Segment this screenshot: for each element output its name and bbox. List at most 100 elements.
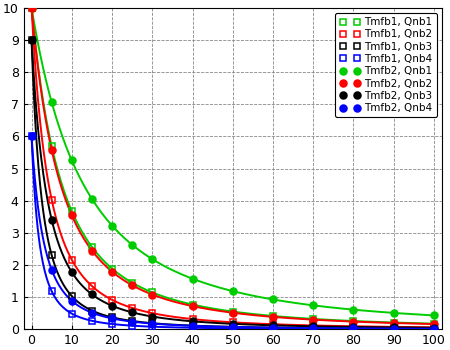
Tmfb1, Qnb4 [69, 312, 75, 316]
Tmfb2, Qnb3 [49, 218, 54, 222]
Tmfb1, Qnb1 [431, 322, 436, 326]
Tmfb1, Qnb1 [391, 320, 396, 324]
Tmfb1, Qnb2 [130, 306, 135, 310]
Tmfb2, Qnb2 [89, 248, 94, 253]
Tmfb1, Qnb3 [351, 326, 356, 330]
Tmfb1, Qnb1 [230, 309, 235, 314]
Tmfb2, Qnb4 [89, 310, 94, 315]
Tmfb2, Qnb1 [270, 298, 276, 302]
Tmfb2, Qnb1 [431, 313, 436, 317]
Tmfb2, Qnb3 [230, 322, 235, 326]
Tmfb2, Qnb4 [230, 325, 235, 329]
Tmfb1, Qnb2 [149, 311, 155, 315]
Tmfb1, Qnb4 [351, 327, 356, 331]
Tmfb1, Qnb4 [49, 289, 54, 293]
Tmfb2, Qnb4 [29, 134, 34, 139]
Tmfb1, Qnb3 [391, 327, 396, 331]
Tmfb2, Qnb3 [391, 326, 396, 330]
Legend: Tmfb1, Qnb1, Tmfb1, Qnb2, Tmfb1, Qnb3, Tmfb1, Qnb4, Tmfb2, Qnb1, Tmfb2, Qnb2, Tm: Tmfb1, Qnb1, Tmfb1, Qnb2, Tmfb1, Qnb3, T… [335, 13, 437, 117]
Tmfb2, Qnb4 [351, 326, 356, 330]
Tmfb2, Qnb4 [69, 299, 75, 303]
Line: Tmfb1, Qnb3: Tmfb1, Qnb3 [28, 36, 437, 332]
Tmfb2, Qnb2 [69, 213, 75, 217]
Tmfb2, Qnb3 [351, 325, 356, 329]
Tmfb1, Qnb1 [109, 266, 115, 271]
Line: Tmfb1, Qnb2: Tmfb1, Qnb2 [28, 4, 437, 331]
Tmfb2, Qnb1 [69, 159, 75, 163]
Tmfb1, Qnb2 [431, 325, 436, 329]
Tmfb2, Qnb2 [49, 148, 54, 152]
Tmfb2, Qnb2 [29, 6, 34, 10]
Tmfb2, Qnb4 [431, 327, 436, 331]
Tmfb1, Qnb2 [29, 6, 34, 10]
Tmfb1, Qnb2 [391, 325, 396, 329]
Tmfb1, Qnb2 [310, 323, 316, 328]
Tmfb2, Qnb2 [391, 321, 396, 325]
Tmfb1, Qnb3 [149, 321, 155, 325]
Tmfb2, Qnb2 [230, 311, 235, 315]
Tmfb1, Qnb4 [190, 326, 195, 330]
Tmfb2, Qnb3 [29, 38, 34, 42]
Tmfb1, Qnb2 [109, 298, 115, 302]
Tmfb1, Qnb2 [49, 198, 54, 202]
Tmfb1, Qnb4 [230, 326, 235, 330]
Tmfb1, Qnb1 [190, 302, 195, 307]
Tmfb2, Qnb3 [431, 326, 436, 330]
Tmfb1, Qnb1 [29, 6, 34, 10]
Tmfb1, Qnb1 [130, 281, 135, 285]
Tmfb1, Qnb2 [230, 320, 235, 324]
Tmfb1, Qnb2 [351, 324, 356, 328]
Tmfb1, Qnb4 [149, 324, 155, 329]
Tmfb2, Qnb4 [270, 326, 276, 330]
Line: Tmfb2, Qnb1: Tmfb2, Qnb1 [28, 4, 437, 319]
Tmfb1, Qnb1 [149, 290, 155, 294]
Line: Tmfb2, Qnb3: Tmfb2, Qnb3 [28, 36, 437, 331]
Tmfb2, Qnb1 [89, 197, 94, 201]
Tmfb2, Qnb3 [190, 319, 195, 323]
Tmfb2, Qnb2 [310, 317, 316, 322]
Tmfb2, Qnb1 [190, 276, 195, 281]
Tmfb2, Qnb4 [391, 327, 396, 331]
Tmfb2, Qnb2 [149, 293, 155, 297]
Tmfb2, Qnb1 [29, 6, 34, 10]
Tmfb2, Qnb1 [130, 243, 135, 247]
Tmfb2, Qnb4 [130, 320, 135, 324]
Tmfb1, Qnb4 [109, 322, 115, 326]
Tmfb1, Qnb4 [29, 134, 34, 139]
Tmfb2, Qnb3 [89, 292, 94, 296]
Line: Tmfb1, Qnb4: Tmfb1, Qnb4 [28, 133, 437, 332]
Tmfb1, Qnb2 [69, 258, 75, 262]
Tmfb2, Qnb4 [49, 268, 54, 272]
Tmfb1, Qnb4 [130, 324, 135, 328]
Tmfb2, Qnb1 [109, 223, 115, 228]
Tmfb1, Qnb1 [270, 314, 276, 318]
Tmfb2, Qnb2 [130, 283, 135, 287]
Tmfb2, Qnb2 [431, 322, 436, 326]
Tmfb2, Qnb2 [190, 304, 195, 308]
Tmfb1, Qnb1 [49, 144, 54, 148]
Tmfb2, Qnb3 [149, 314, 155, 318]
Tmfb2, Qnb3 [69, 270, 75, 274]
Tmfb1, Qnb2 [190, 317, 195, 321]
Tmfb2, Qnb3 [270, 323, 276, 328]
Tmfb2, Qnb1 [149, 257, 155, 261]
Tmfb1, Qnb4 [310, 327, 316, 331]
Line: Tmfb2, Qnb4: Tmfb2, Qnb4 [28, 133, 437, 332]
Tmfb1, Qnb4 [270, 327, 276, 331]
Tmfb2, Qnb1 [391, 311, 396, 315]
Tmfb1, Qnb3 [109, 315, 115, 320]
Tmfb2, Qnb2 [109, 270, 115, 274]
Tmfb2, Qnb3 [109, 304, 115, 308]
Tmfb1, Qnb3 [69, 294, 75, 298]
Tmfb2, Qnb4 [310, 326, 316, 330]
Tmfb1, Qnb4 [89, 319, 94, 323]
Tmfb1, Qnb1 [89, 245, 94, 249]
Tmfb1, Qnb3 [130, 319, 135, 323]
Tmfb1, Qnb3 [49, 253, 54, 257]
Tmfb2, Qnb1 [230, 289, 235, 293]
Tmfb1, Qnb3 [29, 38, 34, 42]
Tmfb1, Qnb1 [351, 319, 356, 323]
Line: Tmfb1, Qnb1: Tmfb1, Qnb1 [28, 4, 437, 327]
Tmfb1, Qnb1 [310, 317, 316, 321]
Tmfb2, Qnb1 [310, 303, 316, 307]
